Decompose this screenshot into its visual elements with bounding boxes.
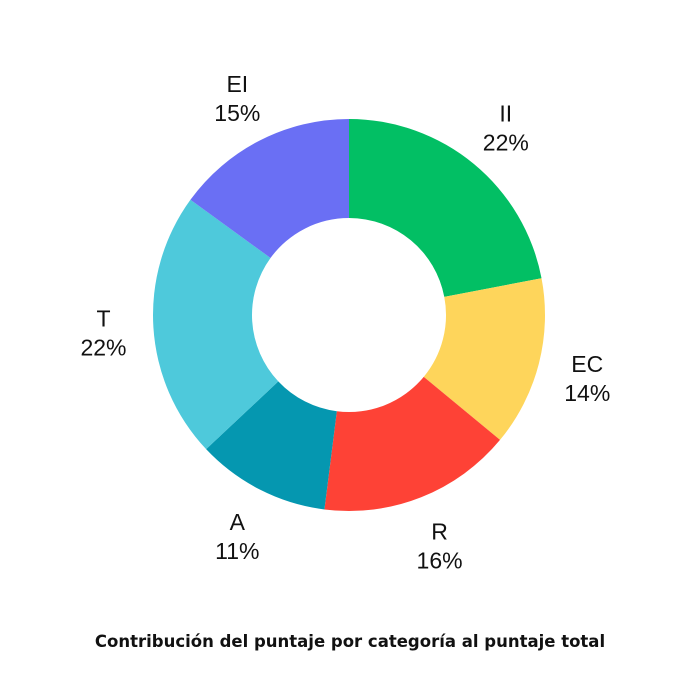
slice-ii: [349, 119, 542, 297]
slice-percent: 22%: [80, 334, 126, 360]
slice-percent: 16%: [417, 548, 463, 574]
slice-r: [324, 376, 501, 511]
slice-percent: 14%: [564, 380, 610, 406]
slice-percent: 11%: [215, 538, 259, 564]
slice-a: [206, 381, 337, 510]
slice-label-ec: EC 14%: [564, 351, 610, 406]
slice-category: II: [499, 100, 512, 126]
slice-label-r: R 16%: [417, 519, 463, 574]
slice-t: [153, 199, 279, 450]
chart-title: Contribución del puntaje por categoría a…: [94, 632, 606, 651]
slice-label-ei: EI 15%: [214, 71, 260, 126]
slice-category: R: [431, 519, 448, 545]
slice-percent: 22%: [483, 129, 529, 155]
slice-percent: 15%: [214, 100, 260, 126]
slice-label-ii: II 22%: [483, 100, 529, 155]
slice-labels: II 22% EC 14% R 16% A 11% T 22% EI 15%: [80, 71, 610, 574]
slice-category: EC: [571, 351, 603, 377]
donut-slices: [153, 118, 546, 511]
slice-category: T: [96, 305, 110, 331]
slice-category: A: [230, 509, 246, 535]
slice-ei: [190, 118, 349, 258]
slice-label-a: A 11%: [215, 509, 259, 564]
slice-ec: [423, 278, 546, 440]
slice-label-t: T 22%: [80, 305, 126, 360]
slice-category: EI: [226, 71, 248, 97]
